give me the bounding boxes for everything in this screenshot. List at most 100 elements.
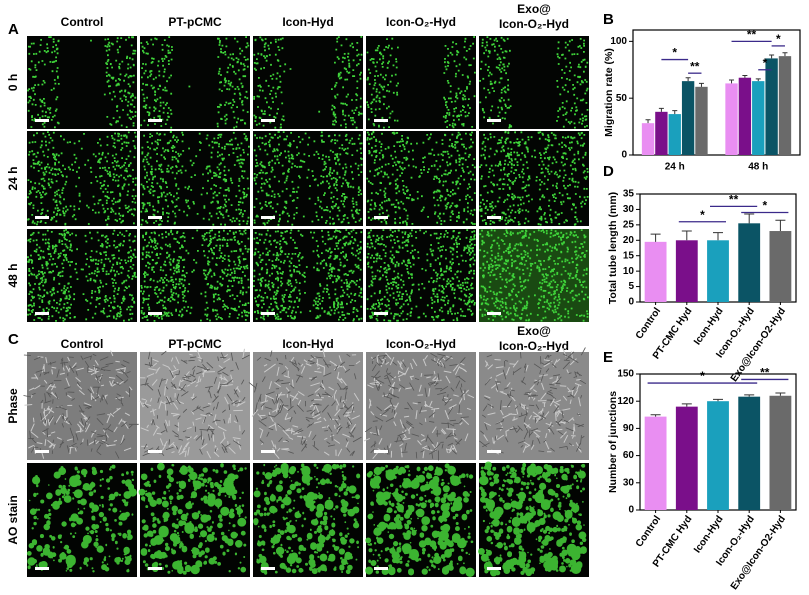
x-tick-label: Icon-Hyd — [692, 514, 726, 555]
bar — [675, 406, 698, 510]
cell-texture — [23, 353, 139, 459]
column-header: Icon-O₂-Hyd — [386, 15, 456, 29]
bar — [769, 231, 792, 302]
significance-label: * — [700, 208, 705, 222]
y-axis-label: Total tube length (mm) — [607, 192, 619, 304]
scale-bar — [487, 567, 501, 570]
y-tick-label: 0 — [621, 150, 627, 161]
y-tick-label: 10 — [623, 266, 635, 277]
column-header: Exo@ — [517, 324, 551, 338]
column-header: PT-pCMC — [168, 337, 222, 351]
bar — [738, 77, 752, 155]
significance-label: * — [672, 46, 677, 60]
scale-bar — [261, 450, 275, 453]
bar — [681, 81, 695, 155]
y-tick-label: 120 — [617, 396, 634, 407]
scale-bar — [148, 312, 162, 315]
micrograph — [140, 352, 250, 460]
y-tick-label: 90 — [623, 423, 635, 434]
cell-stain — [253, 462, 361, 575]
significance-label: * — [762, 199, 767, 213]
x-tick-label: 48 h — [748, 162, 768, 173]
scale-bar — [374, 450, 388, 453]
significance-label: ** — [729, 193, 739, 207]
cell-dots — [140, 229, 250, 322]
cell-dots — [479, 36, 589, 129]
significance-label: * — [776, 32, 781, 46]
scale-bar — [487, 119, 501, 122]
error-bar — [755, 78, 761, 82]
y-tick-label: 25 — [623, 219, 635, 230]
cell-dots — [479, 229, 589, 322]
error-bar — [658, 107, 664, 112]
bar — [644, 416, 667, 510]
error-bar — [645, 119, 651, 124]
error-bar — [782, 52, 788, 57]
x-tick-label: Icon-Hyd — [692, 306, 726, 347]
cell-dots — [253, 36, 363, 129]
cell-stain — [478, 461, 587, 577]
cell-stain — [138, 462, 247, 575]
cell-dots — [140, 131, 250, 226]
row-label: 0 h — [6, 74, 20, 91]
scale-bar — [374, 312, 388, 315]
row-label: Phase — [6, 388, 20, 424]
bar — [769, 395, 792, 510]
significance-label: ** — [690, 59, 700, 73]
micrograph — [253, 36, 363, 129]
column-header: Exo@ — [517, 2, 551, 16]
y-tick-label: 15 — [623, 250, 635, 261]
micrograph — [27, 36, 137, 129]
significance-label: * — [763, 56, 768, 70]
column-header: Icon-O₂-Hyd — [499, 339, 569, 353]
error-bar — [775, 219, 786, 232]
x-tick-label: 24 h — [665, 162, 685, 173]
scale-bar — [374, 567, 388, 570]
cell-texture — [479, 347, 587, 454]
significance-label: ** — [760, 366, 770, 380]
panel-label: C — [8, 331, 19, 348]
scale-bar — [35, 119, 49, 122]
cell-texture — [248, 350, 362, 457]
bar — [738, 223, 761, 302]
micrograph — [366, 131, 476, 226]
cell-dots — [479, 131, 589, 226]
scale-bar — [261, 119, 275, 122]
column-header: PT-pCMC — [168, 15, 222, 29]
scale-bar — [374, 216, 388, 219]
panel-label: E — [603, 349, 613, 366]
y-tick-label: 0 — [628, 297, 634, 308]
cell-dots — [253, 131, 363, 226]
y-tick-label: 50 — [616, 93, 628, 104]
panel-label: B — [603, 11, 614, 28]
y-axis-label: Number of junctions — [607, 391, 619, 493]
error-bar — [650, 414, 661, 417]
bar — [655, 111, 668, 155]
error-bar — [742, 74, 748, 78]
error-bar — [729, 79, 735, 84]
row-label: AO stain — [6, 495, 20, 544]
scale-bar — [35, 450, 49, 453]
column-header: Icon-O₂-Hyd — [386, 337, 456, 351]
cell-dots — [27, 229, 137, 322]
scale-bar — [148, 450, 162, 453]
scale-bar — [487, 450, 501, 453]
y-axis-label: Migration rate (%) — [603, 48, 615, 137]
micrograph — [27, 131, 137, 226]
scale-bar — [487, 216, 501, 219]
column-header: Icon-Hyd — [282, 337, 333, 351]
micrograph — [253, 352, 363, 460]
row-label: 48 h — [6, 263, 20, 287]
error-bar — [681, 403, 692, 407]
bar — [668, 114, 681, 155]
bar — [644, 241, 667, 302]
y-tick-label: 20 — [623, 235, 635, 246]
error-bar — [775, 392, 786, 396]
plot-frame — [632, 29, 801, 156]
bar — [752, 81, 765, 155]
cell-stain — [365, 463, 475, 577]
cell-texture — [483, 347, 582, 455]
bar — [641, 123, 655, 155]
y-tick-label: 60 — [623, 450, 635, 461]
error-bar — [672, 110, 678, 115]
